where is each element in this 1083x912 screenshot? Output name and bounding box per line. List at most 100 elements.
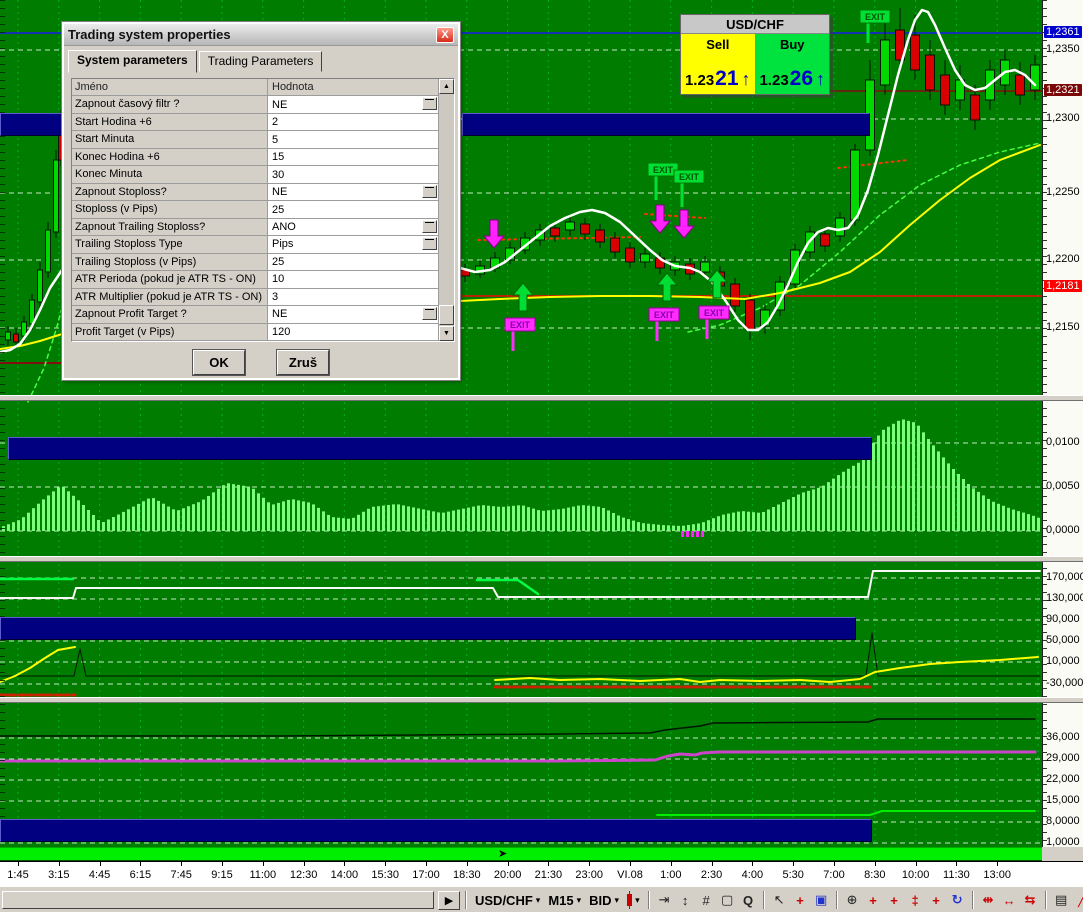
crosshair-xy-icon[interactable]: + (890, 892, 898, 908)
vertical-scale-icon[interactable]: ↕ (681, 892, 689, 908)
param-value[interactable]: Pips (268, 236, 438, 253)
param-value[interactable]: 30 (268, 166, 438, 183)
panel-separator-1[interactable] (0, 395, 1083, 401)
table-scrollbar[interactable]: ▲ ▼ (438, 79, 454, 341)
refresh-icon[interactable]: ↻ (951, 892, 963, 907)
close-icon[interactable]: X (436, 26, 454, 43)
histogram-bar (172, 509, 175, 531)
param-value[interactable]: NE (268, 96, 438, 113)
panel-separator-3[interactable] (0, 697, 1083, 703)
histogram-bar (392, 504, 395, 531)
select-region-icon[interactable]: ▢ (720, 892, 734, 907)
crosshair-x-icon[interactable]: + (869, 892, 877, 908)
tab-trading-parameters[interactable]: Trading Parameters (198, 51, 323, 72)
param-label: Zapnout Trailing Stoploss? (72, 218, 268, 236)
histogram-bar (602, 508, 605, 531)
ok-button[interactable]: OK (193, 350, 245, 375)
histogram-bar (777, 504, 780, 531)
axis-label: 1,0000 (1046, 836, 1080, 848)
timeframe-dropdown[interactable]: M15 ▾ (548, 892, 582, 908)
bar-spacing-icon-3[interactable]: ⇆ (1024, 892, 1036, 907)
time-tick (956, 862, 958, 866)
histogram-bar (352, 517, 355, 531)
dialog-title-bar[interactable]: Trading system properties X (64, 24, 458, 46)
histogram-bar (187, 506, 190, 531)
histogram-bar (242, 485, 245, 531)
histogram-bar (47, 495, 50, 531)
scroll-right-button[interactable]: ▶ (438, 890, 460, 910)
dropdown-icon[interactable] (422, 307, 437, 321)
param-value[interactable]: 10 (268, 271, 438, 288)
goto-end-icon[interactable]: ⇥ (658, 892, 670, 907)
quote-panel: USD/CHF Sell 1.23 21 ↑ Buy 1.23 26 ↑ (680, 14, 830, 95)
param-value[interactable]: NE (268, 183, 438, 201)
param-value[interactable]: 5 (268, 131, 438, 148)
tab-system-parameters[interactable]: System parameters (68, 50, 197, 73)
axis-label: 1,2150 (1046, 321, 1080, 333)
price-axis[interactable]: 1,2361 1,2350 1,2321 1,2300 1,2250 1,2200 1,21… (1042, 0, 1083, 848)
quotes-icon[interactable]: Q (743, 892, 754, 908)
bar-spacing-icon-2[interactable]: ↔ (1002, 892, 1016, 908)
time-axis[interactable]: 1:45 3:15 4:45 6:15 7:45 9:15 11:00 12:30 14:00 1… (0, 861, 1083, 886)
param-value[interactable]: 25 (268, 201, 438, 218)
axis-label: 1,2350 (1046, 43, 1080, 55)
chart-hscroll-thumb[interactable] (2, 891, 434, 909)
grid-icon[interactable]: # (702, 892, 710, 908)
scrollbar-thumb[interactable] (439, 305, 454, 325)
histogram-bar (887, 426, 890, 531)
histogram-bar (577, 505, 580, 531)
trendline-icon[interactable]: ╱ (1078, 892, 1083, 907)
report-icon[interactable]: ▤ (1054, 892, 1068, 907)
param-row: Konec Hodina +6 15 (72, 148, 438, 167)
histogram-bar-negative (701, 531, 704, 537)
histogram-bar (807, 490, 810, 531)
cascade-windows-icon[interactable]: ▣ (814, 892, 828, 907)
scroll-up-icon[interactable]: ▲ (439, 79, 454, 94)
histogram-bar (57, 487, 60, 531)
zoom-in-icon[interactable]: ⊕ (846, 892, 858, 907)
histogram-bar (127, 509, 130, 531)
dropdown-icon[interactable] (422, 184, 437, 198)
chart-style-dropdown[interactable]: ▾ (627, 891, 640, 909)
crosshair-v-icon[interactable]: ‡ (911, 892, 919, 908)
histogram-bar (702, 522, 705, 531)
histogram-bar (462, 508, 465, 531)
crosshair-arrow-icon[interactable]: + (796, 892, 804, 908)
histogram-bar (957, 474, 960, 531)
param-value[interactable]: 120 (268, 323, 438, 341)
price-type-dropdown[interactable]: BID ▾ (589, 892, 620, 908)
histogram-bar (842, 471, 845, 531)
scroll-down-icon[interactable]: ▼ (439, 326, 454, 341)
param-value[interactable]: 2 (268, 113, 438, 131)
histogram-bar (967, 484, 970, 531)
param-value[interactable]: NE (268, 306, 438, 323)
param-value[interactable]: 25 (268, 253, 438, 271)
crosshair-h-icon[interactable]: + (932, 892, 940, 908)
histogram-bar-negative (691, 531, 694, 537)
sell-button[interactable]: Sell 1.23 21 ↑ (681, 34, 756, 94)
cancel-button[interactable]: Zruš (277, 350, 329, 375)
time-tick (181, 862, 183, 866)
bar-spacing-icon-1[interactable]: ⇹ (982, 892, 994, 907)
param-value[interactable]: ANO (268, 218, 438, 236)
chart-area[interactable]: EXIT EXIT EXIT EXIT EXIT EXIT SID KOMPL loss:… (0, 0, 1042, 845)
toolbar-separator (835, 891, 838, 909)
buy-button[interactable]: Buy 1.23 26 ↑ (755, 34, 829, 94)
histogram-bar (182, 508, 185, 531)
histogram-bar (452, 510, 455, 531)
param-value[interactable]: 3 (268, 288, 438, 306)
param-label: Zapnout Profit Target ? (72, 306, 268, 323)
symbol-dropdown[interactable]: USD/CHF ▾ (475, 892, 541, 908)
buy-arrow-marker (511, 282, 535, 312)
exit-flag: EXIT (859, 9, 891, 43)
dropdown-icon[interactable] (422, 219, 437, 233)
histogram-bar (952, 469, 955, 531)
histogram-bar (92, 515, 95, 531)
pointer-tool-icon[interactable]: ↖ (773, 892, 785, 907)
histogram-bar (87, 510, 90, 531)
dropdown-icon[interactable] (422, 97, 437, 111)
panel-separator-2[interactable] (0, 556, 1083, 562)
time-tick (344, 862, 346, 866)
dropdown-icon[interactable] (422, 237, 437, 251)
param-value[interactable]: 15 (268, 148, 438, 166)
